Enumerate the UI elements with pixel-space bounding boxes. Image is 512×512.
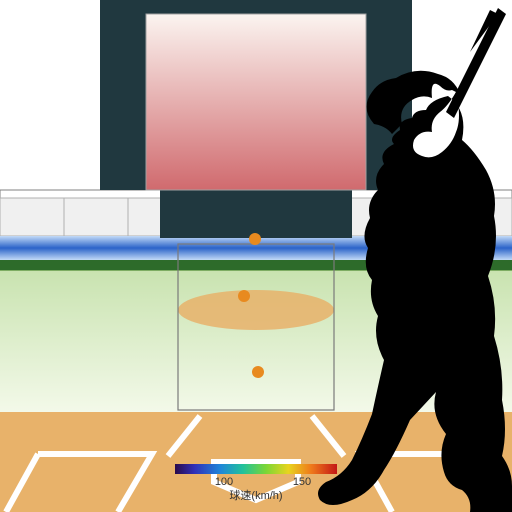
legend-tick: 150 <box>293 476 311 488</box>
pitch-marker <box>238 290 250 302</box>
legend-axis-label: 球速(km/h) <box>229 488 282 502</box>
scoreboard-screen <box>146 14 366 190</box>
legend-gradient <box>175 464 337 474</box>
pitchers-mound <box>178 290 334 330</box>
scoreboard-base <box>160 190 352 238</box>
pitch-marker <box>252 366 264 378</box>
legend-tick: 100 <box>215 476 233 488</box>
pitch-marker <box>249 233 261 245</box>
